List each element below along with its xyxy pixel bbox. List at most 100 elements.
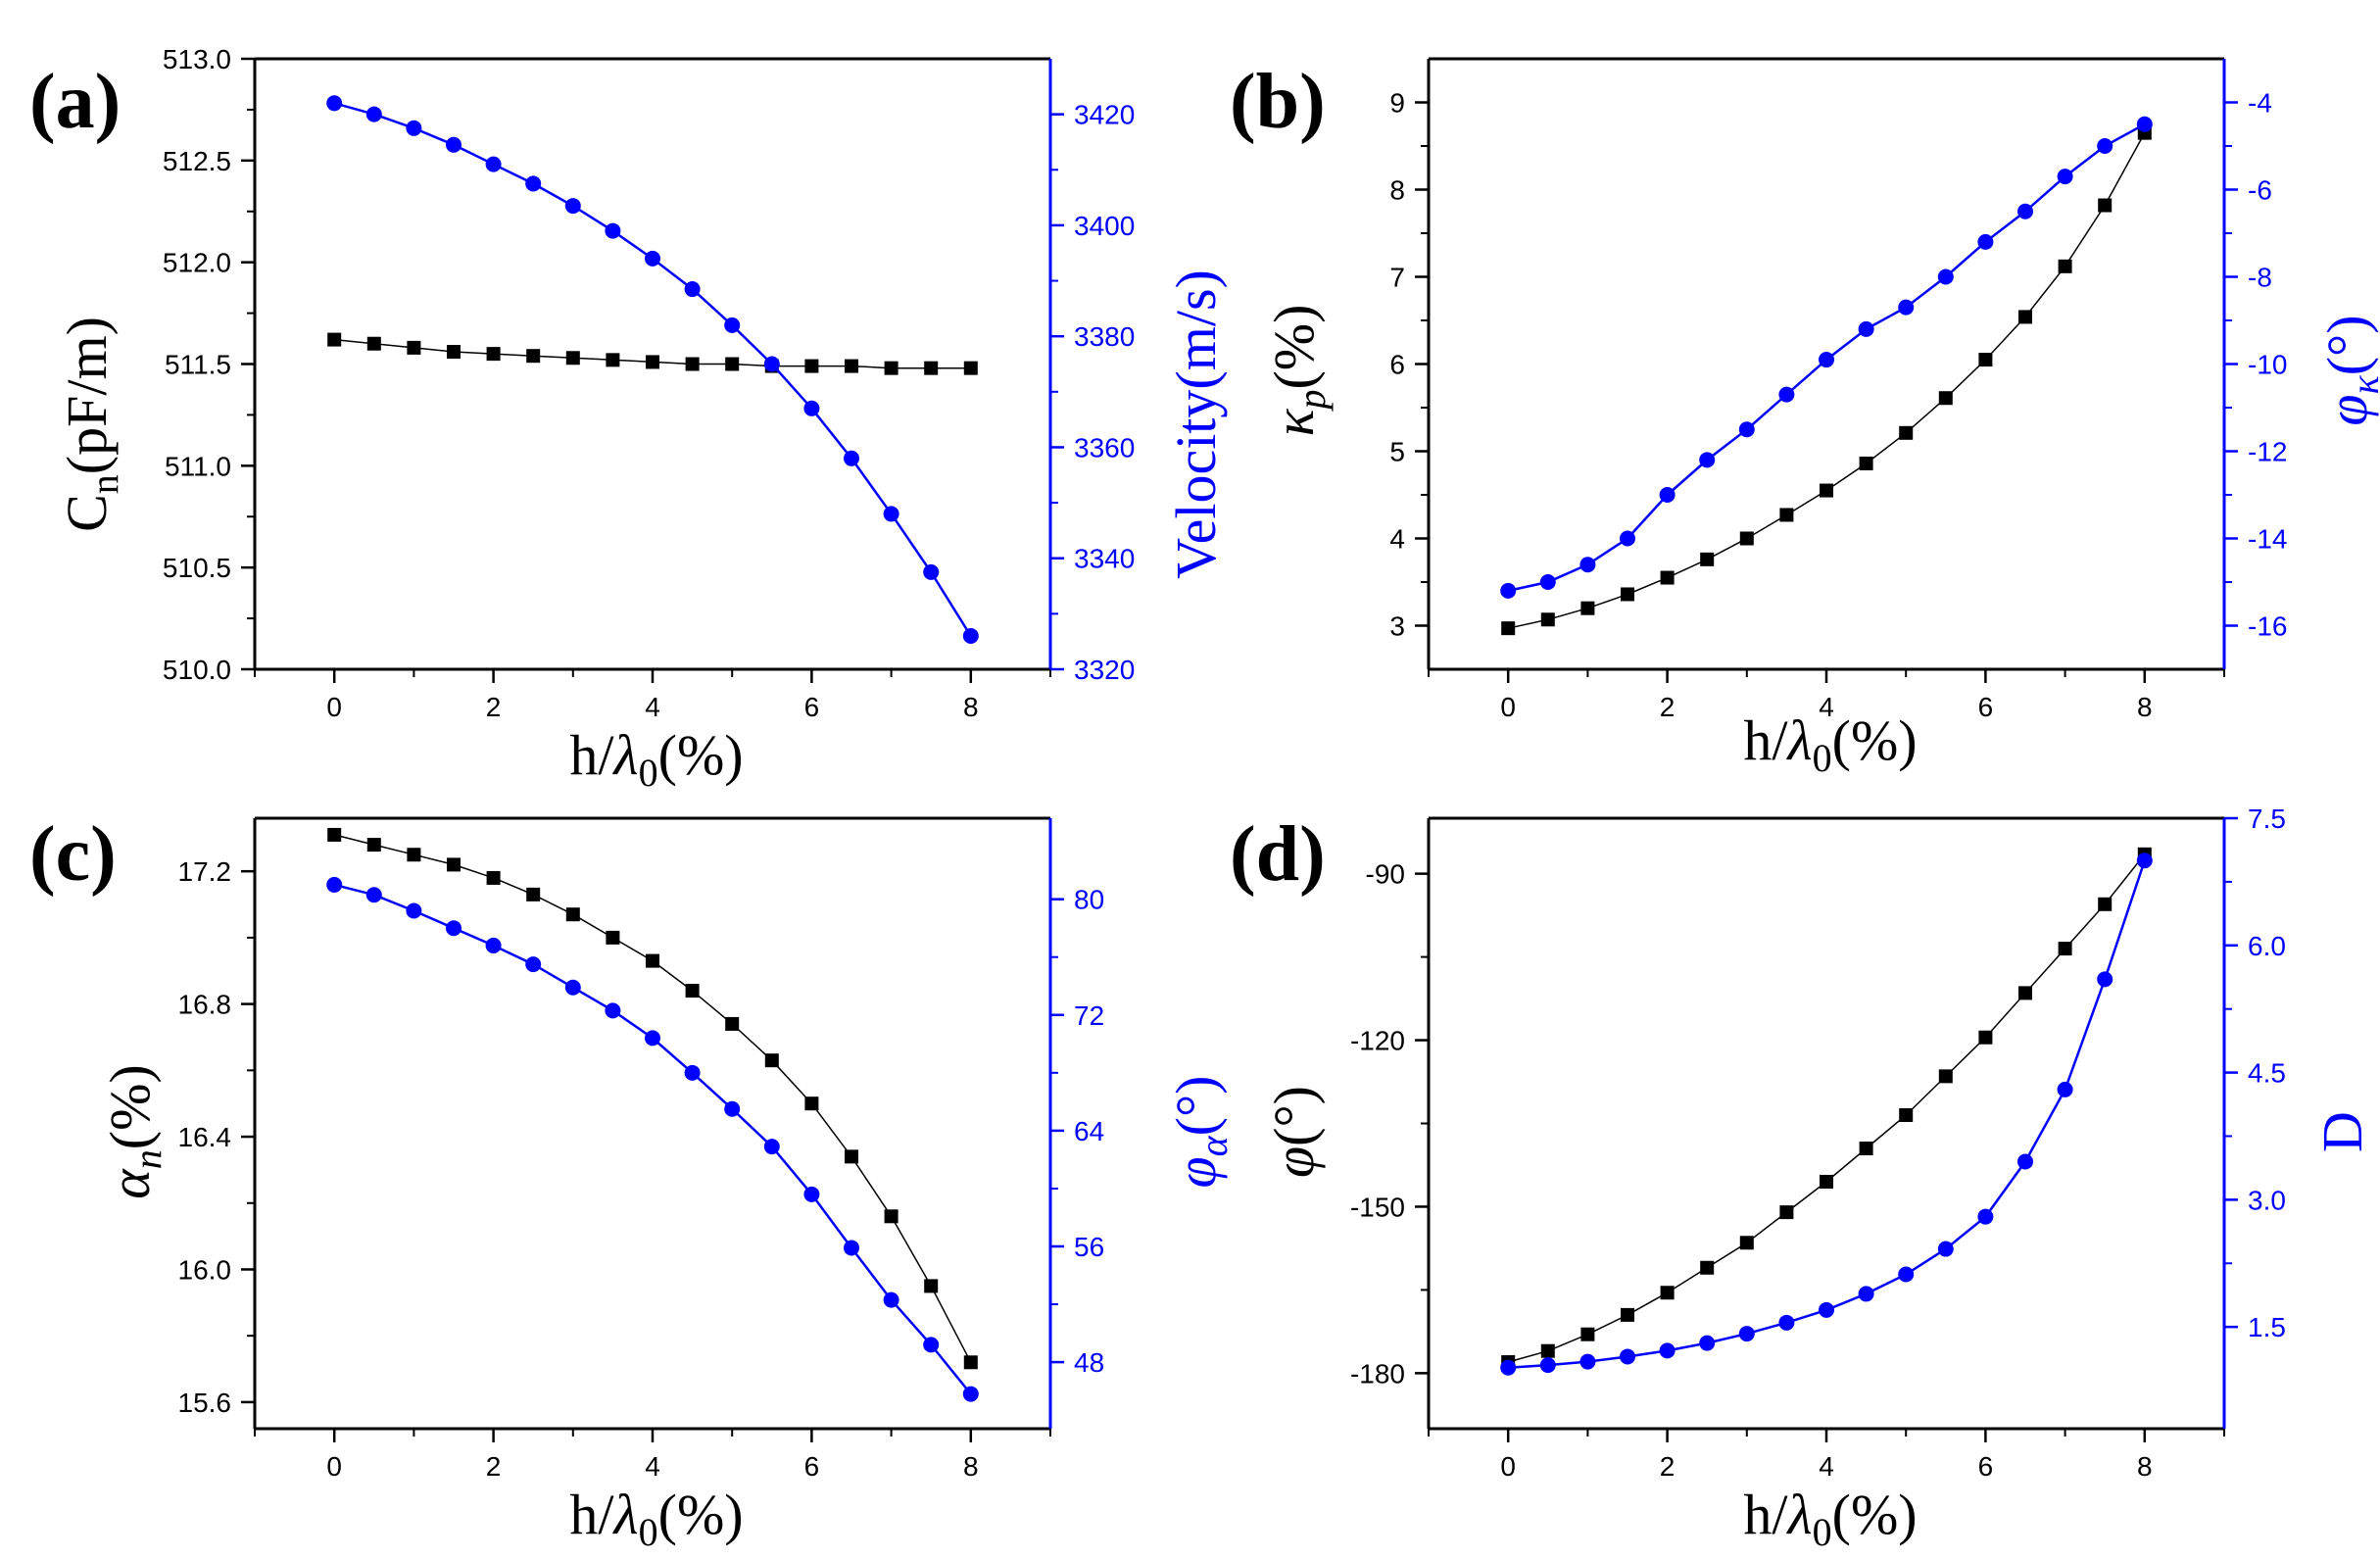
x-tick-label-c: 4 <box>645 1451 660 1482</box>
data-point-square-a <box>884 361 899 375</box>
data-point-circle-c <box>645 1030 660 1047</box>
data-point-square-d <box>1820 1174 1833 1189</box>
data-point-square-d <box>2098 897 2113 911</box>
x-axis-title-d: h/λ0(%) <box>1743 1483 1917 1554</box>
plot-area-d: 0 2 4 6 8 -180 -150 -120 -90 1.5 3.0 4.5 6.0 7.5 <box>1350 804 2286 1482</box>
data-point-square-d <box>1779 1205 1794 1220</box>
data-point-square-b <box>1580 601 1595 615</box>
data-point-circle-d <box>1620 1348 1635 1365</box>
data-point-square-a <box>447 345 461 360</box>
data-point-circle-c <box>844 1240 859 1256</box>
right-tick-label-d: 1.5 <box>2248 1312 2286 1342</box>
data-point-circle-b <box>1659 487 1676 503</box>
data-point-square-b <box>1739 531 1754 546</box>
data-point-square-a <box>327 332 342 347</box>
right-tick-label-c: 72 <box>1074 1000 1104 1031</box>
x-tick-label-a: 4 <box>645 692 660 722</box>
left-tick-label-c: 16.0 <box>178 1254 232 1285</box>
right-tick-label-d: 6.0 <box>2248 931 2286 961</box>
left-tick-label-a: 511.0 <box>165 451 231 481</box>
data-point-square-b <box>1501 621 1516 636</box>
x-tick-label-a: 0 <box>326 692 342 722</box>
data-point-circle-c <box>883 1291 899 1308</box>
panel-label-a: (a) <box>29 59 121 145</box>
data-point-circle-a <box>365 106 382 122</box>
data-point-circle-d <box>1500 1359 1517 1376</box>
left-tick-label-a: 510.0 <box>163 655 231 685</box>
data-point-circle-c <box>446 920 461 937</box>
x-axis-title-b: h/λ0(%) <box>1743 708 1917 780</box>
data-point-circle-a <box>962 628 979 645</box>
data-point-square-c <box>764 1053 779 1068</box>
data-point-square-b <box>2018 310 2032 324</box>
data-point-circle-b <box>1579 557 1596 573</box>
x-tick-label-d: 4 <box>1819 1451 1834 1482</box>
left-tick-label-a: 513.0 <box>163 44 231 74</box>
data-point-circle-a <box>844 450 859 466</box>
data-point-circle-b <box>1778 386 1795 403</box>
data-point-square-d <box>1660 1286 1675 1300</box>
data-point-square-c <box>804 1096 819 1111</box>
data-point-square-d <box>1580 1327 1595 1341</box>
data-point-square-b <box>2058 259 2072 273</box>
data-point-square-c <box>407 848 421 862</box>
right-tick-label-b: -14 <box>2248 524 2287 555</box>
data-point-circle-c <box>923 1337 940 1353</box>
right-tick-label-c: 48 <box>1074 1347 1104 1378</box>
data-point-square-c <box>725 1016 740 1031</box>
left-tick-label-b: 7 <box>1389 263 1405 293</box>
data-point-circle-b <box>2017 203 2033 219</box>
x-tick-label-d: 6 <box>1978 1451 1994 1482</box>
x-tick-label-a: 6 <box>804 692 820 722</box>
data-point-square-a <box>725 357 740 371</box>
data-point-square-a <box>963 361 978 375</box>
data-point-circle-a <box>763 356 780 372</box>
data-point-circle-a <box>645 250 660 267</box>
panel-d: (d) 0 2 4 6 8-180-150-120-901.53.04.56.07.5 … <box>1230 804 2374 1554</box>
data-point-circle-c <box>605 1002 621 1019</box>
x-tick-label-d: 0 <box>1500 1451 1516 1482</box>
data-point-circle-d <box>1977 1208 1994 1225</box>
data-point-circle-a <box>525 175 542 192</box>
data-point-square-d <box>1938 1069 1953 1084</box>
data-point-square-d <box>1899 1108 1914 1123</box>
data-point-square-b <box>1621 587 1634 602</box>
data-point-square-a <box>845 359 858 373</box>
right-axis-title-d: D <box>2310 1111 2374 1152</box>
left-tick-label-b: 8 <box>1389 175 1405 206</box>
data-point-circle-c <box>406 902 422 919</box>
data-point-circle-d <box>1579 1353 1596 1370</box>
data-point-square-b <box>1660 570 1675 585</box>
data-point-square-d <box>1739 1236 1754 1250</box>
data-point-circle-c <box>365 887 382 903</box>
x-tick-label-a: 8 <box>963 692 979 722</box>
data-point-circle-b <box>1858 320 1874 337</box>
data-point-circle-b <box>1819 352 1834 368</box>
data-point-circle-b <box>1500 582 1517 599</box>
right-tick-label-a: 3320 <box>1074 655 1135 685</box>
data-point-square-c <box>327 827 342 842</box>
data-point-square-b <box>1978 353 1993 367</box>
right-tick-label-b: -6 <box>2248 175 2272 206</box>
data-point-square-c <box>646 953 659 968</box>
data-point-square-c <box>924 1279 939 1293</box>
left-tick-label-d: -90 <box>1366 859 1405 890</box>
data-point-circle-c <box>962 1386 979 1402</box>
x-tick-label-c: 2 <box>486 1451 502 1482</box>
data-point-circle-b <box>1620 530 1635 547</box>
data-point-square-c <box>685 984 700 999</box>
data-point-circle-c <box>684 1064 701 1081</box>
data-point-square-c <box>845 1149 858 1164</box>
x-axis-title-a: h/λ0(%) <box>569 723 743 795</box>
x-axis-title-c: h/λ0(%) <box>569 1483 743 1554</box>
panel-label-c: (c) <box>29 811 117 898</box>
x-tick-label-b: 8 <box>2137 692 2153 722</box>
right-axis-title-c: φα(°) <box>1164 1076 1236 1189</box>
data-point-circle-b <box>1977 233 1994 250</box>
data-point-circle-a <box>485 156 502 172</box>
data-point-square-a <box>407 340 421 355</box>
data-point-circle-d <box>1778 1314 1795 1331</box>
left-tick-label-c: 16.8 <box>178 990 232 1020</box>
data-point-circle-c <box>724 1100 741 1117</box>
right-tick-label-a: 3400 <box>1074 211 1135 241</box>
